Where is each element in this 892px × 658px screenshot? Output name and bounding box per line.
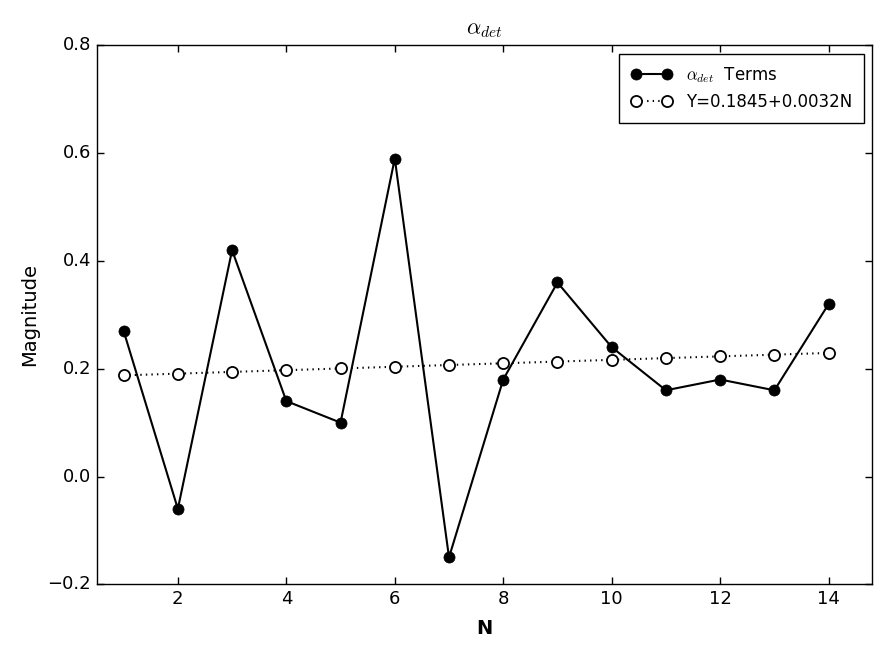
- X-axis label: N: N: [476, 619, 492, 638]
- Y-axis label: Magnitude: Magnitude: [20, 263, 39, 367]
- Title: $\alpha_{det}$: $\alpha_{det}$: [466, 20, 502, 40]
- Legend: $\alpha_{det}$  Terms, Y=0.1845+0.0032N: $\alpha_{det}$ Terms, Y=0.1845+0.0032N: [619, 54, 863, 123]
